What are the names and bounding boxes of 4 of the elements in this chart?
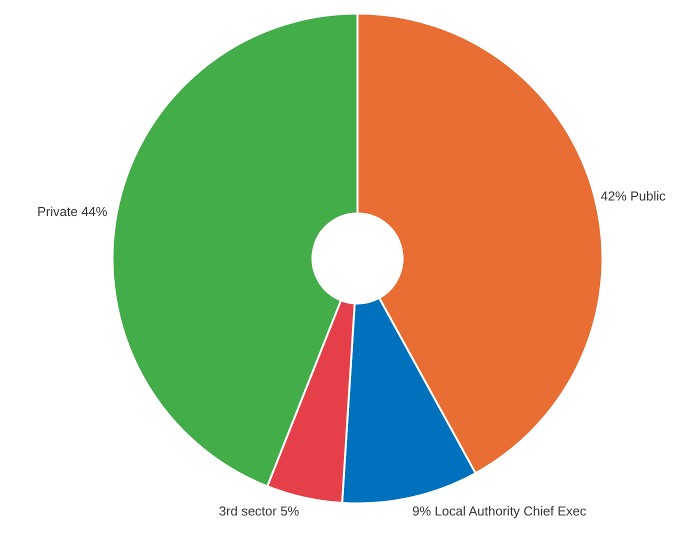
slice-label: 42% Public xyxy=(600,188,666,204)
slice-label: 3rd sector 5% xyxy=(218,503,300,518)
slice-label: 9% Local Authority Chief Exec xyxy=(412,503,587,518)
slice-label: Private 44% xyxy=(37,204,108,219)
